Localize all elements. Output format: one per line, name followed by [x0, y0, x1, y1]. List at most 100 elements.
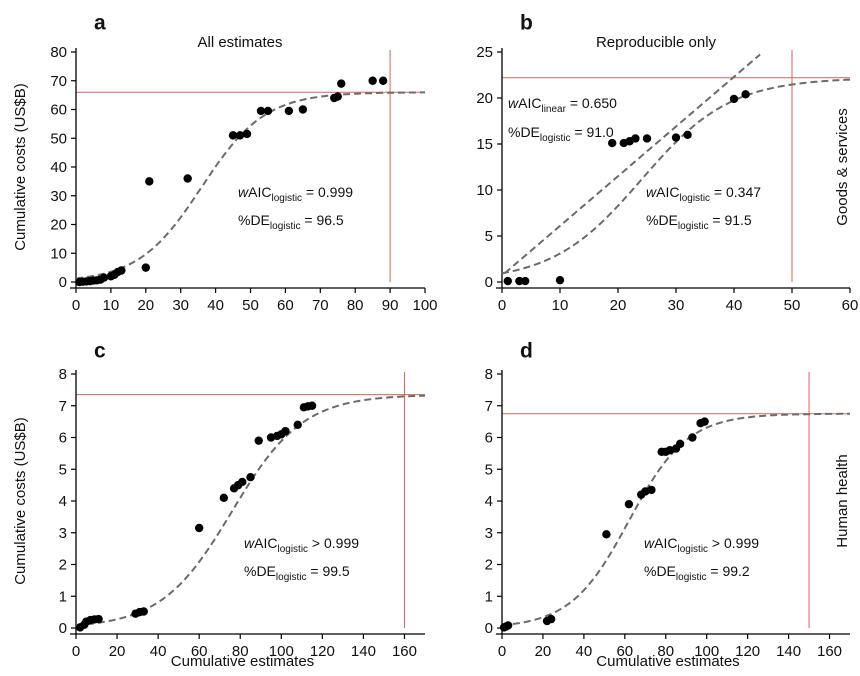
x-tick-label-c: 140 [351, 643, 376, 660]
data-point-b [671, 133, 681, 142]
data-point-b [521, 276, 530, 286]
data-point-c [246, 472, 255, 482]
x-tick-label-a: 100 [412, 297, 437, 314]
data-point-c [254, 436, 263, 445]
x-tick-label-d: 160 [817, 643, 842, 660]
y-tick-label-c: 8 [59, 366, 67, 383]
data-point-a [235, 131, 245, 140]
data-point-d [688, 433, 697, 442]
x-tick-label-a: 40 [207, 297, 224, 314]
x-tick-label-a: 30 [172, 297, 189, 314]
x-axis-title-right: Cumulative estimates [596, 653, 739, 670]
data-point-a [99, 273, 109, 282]
x-tick-label-d: 140 [776, 643, 801, 660]
data-point-a [242, 129, 252, 139]
y-tick-label-c: 3 [59, 525, 67, 542]
x-tick-label-c: 120 [310, 643, 335, 660]
data-point-a [117, 266, 126, 275]
y-tick-label-d: 4 [485, 493, 493, 510]
data-point-a [298, 105, 308, 114]
data-point-a [263, 106, 273, 116]
data-point-a [378, 76, 388, 85]
data-point-c [238, 477, 247, 487]
y-tick-label-c: 4 [59, 493, 67, 510]
data-point-b [515, 276, 524, 286]
annotation-de-b: %DElogistic = 91.5 [646, 212, 752, 232]
annotation-waic-c: wAIClogistic > 0.999 [244, 535, 359, 555]
logistic-fit-b [501, 78, 851, 275]
y-tick-label-a: 0 [59, 274, 67, 291]
y-tick-label-c: 6 [59, 430, 67, 447]
logistic-fit-d [501, 412, 850, 627]
x-tick-label-a: 20 [137, 297, 154, 314]
annotation-de-top-b: %DElogistic = 91.0 [508, 124, 614, 144]
x-tick-label-b: 50 [784, 297, 801, 314]
y-tick-label-a: 40 [50, 159, 67, 176]
logistic-fit-c [75, 394, 426, 627]
data-point-d [546, 614, 556, 624]
x-axis-title-left: Cumulative estimates [171, 653, 314, 670]
y-tick-label-a: 50 [50, 130, 67, 147]
y-tick-label-d: 6 [485, 430, 493, 447]
y-tick-label-c: 2 [59, 557, 67, 574]
y-tick-label-d: 3 [485, 525, 493, 542]
y-axis-title-bottom: Cumulative costs (US$B) [12, 417, 29, 585]
row-label-goods-services: Goods & services [834, 108, 851, 226]
data-point-b [555, 275, 565, 285]
data-point-b [503, 276, 512, 286]
x-tick-label-b: 0 [498, 297, 506, 314]
x-tick-label-a: 70 [312, 297, 329, 314]
x-tick-label-a: 10 [103, 297, 120, 314]
panel-letter-a: a [94, 12, 106, 35]
x-tick-label-b: 40 [726, 297, 743, 314]
x-tick-label-c: 60 [191, 643, 208, 660]
x-tick-label-a: 80 [347, 297, 364, 314]
data-point-a [368, 76, 377, 85]
data-point-b [729, 94, 739, 104]
x-tick-label-a: 90 [382, 297, 399, 314]
annotation-waic-a: wAIClogistic = 0.999 [238, 184, 353, 204]
x-tick-label-b: 30 [668, 297, 685, 314]
panel-letter-b: b [520, 12, 533, 35]
panel-a: a All estimates 0 10 20 30 40 50 60 70 80 0 10 20 30 40… [50, 12, 437, 314]
x-tick-label-a: 50 [242, 297, 259, 314]
y-tick-label-d: 1 [485, 588, 493, 605]
y-tick-label-b: 20 [476, 90, 493, 107]
data-point-b [741, 90, 750, 99]
data-point-a [333, 92, 342, 101]
data-point-c [293, 420, 302, 429]
y-tick-label-b: 15 [476, 136, 493, 153]
data-point-b [631, 134, 640, 143]
x-tick-label-d: 100 [694, 643, 719, 660]
y-tick-label-a: 70 [50, 73, 67, 90]
y-tick-label-b: 25 [476, 44, 493, 61]
data-point-c [139, 607, 148, 616]
annotation-waic-b: wAIClogistic = 0.347 [646, 184, 761, 204]
y-tick-label-d: 2 [485, 557, 493, 574]
y-tick-label-d: 7 [485, 398, 493, 415]
panel-b: b Reproducible only 0 5 10 15 20 25 0 10 20 30 40 50 6… [476, 12, 858, 314]
x-tick-label-c: 20 [109, 643, 126, 660]
y-tick-label-a: 30 [50, 188, 67, 205]
data-point-a [337, 79, 346, 88]
panel-letter-d: d [520, 340, 533, 363]
y-tick-label-b: 5 [485, 228, 493, 245]
x-tick-label-d: 20 [535, 643, 552, 660]
linear-fit-b [504, 53, 761, 274]
y-tick-label-a: 20 [50, 217, 67, 234]
x-tick-label-c: 160 [392, 643, 417, 660]
data-point-a [228, 131, 238, 140]
y-tick-label-c: 7 [59, 398, 67, 415]
y-tick-label-c: 0 [59, 620, 67, 637]
y-tick-label-d: 8 [485, 366, 493, 383]
x-tick-label-d: 40 [576, 643, 593, 660]
y-tick-label-d: 5 [485, 461, 493, 478]
data-point-c [94, 614, 103, 624]
x-tick-label-d: 80 [657, 643, 674, 660]
x-tick-label-c: 0 [72, 643, 80, 660]
data-point-a [256, 106, 266, 116]
annotation-waic-d: wAIClogistic > 0.999 [644, 535, 759, 555]
